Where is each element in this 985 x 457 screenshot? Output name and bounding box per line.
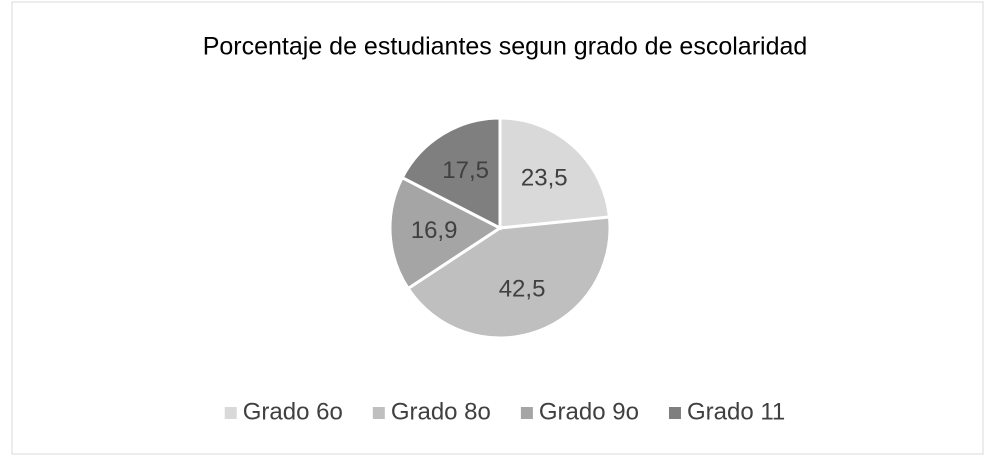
pie-slice [498, 116, 612, 230]
legend-label: Grado 11 [687, 398, 785, 425]
data-label: 23,5 [521, 164, 568, 191]
data-label: 17,5 [442, 157, 489, 184]
data-label: 42,5 [499, 276, 546, 303]
pie-slice [406, 215, 612, 340]
chart-title: Porcentaje de estudiantes segun grado de… [203, 33, 808, 61]
legend-swatch [224, 407, 237, 419]
legend-label: Grado 9o [539, 398, 639, 425]
legend-swatch [520, 407, 533, 419]
pie-slice [388, 175, 503, 291]
legend-label: Grado 6o [243, 398, 343, 425]
data-label: 16,9 [411, 217, 458, 244]
pie-slice [400, 116, 502, 231]
legend-swatch [372, 407, 385, 419]
legend-swatch [668, 407, 681, 419]
legend-label: Grado 8o [391, 398, 491, 425]
